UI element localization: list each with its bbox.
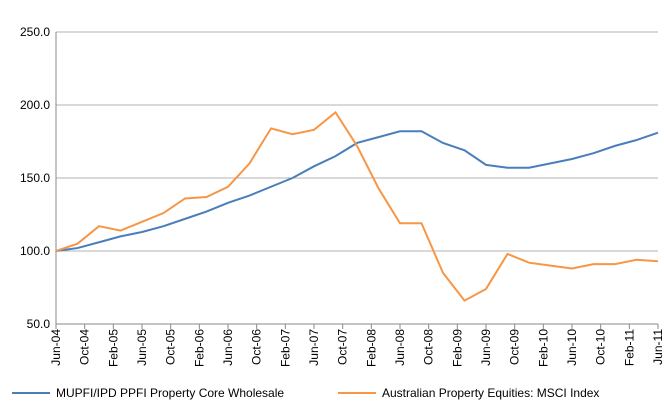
x-tick-label: Feb-09 bbox=[450, 329, 464, 367]
x-tick-label: Jun-08 bbox=[393, 329, 407, 366]
y-tick-label: 150.0 bbox=[20, 171, 50, 185]
x-tick-label: Oct-08 bbox=[422, 329, 436, 365]
x-tick-label: Oct-10 bbox=[594, 329, 608, 365]
x-tick-label: Jun-05 bbox=[135, 329, 149, 366]
y-tick-label: 250.0 bbox=[20, 25, 50, 39]
y-tick-label: 50.0 bbox=[27, 317, 51, 331]
x-tick-label: Feb-10 bbox=[536, 329, 550, 367]
series-line bbox=[55, 110, 659, 302]
x-tick-label: Oct-05 bbox=[164, 329, 178, 365]
legend-label: Australian Property Equities: MSCI Index bbox=[382, 386, 599, 400]
x-tick-label: Jun-09 bbox=[479, 329, 493, 366]
x-tick-label: Feb-08 bbox=[364, 329, 378, 367]
x-tick-label: Feb-11 bbox=[622, 329, 636, 366]
y-tick-label: 200.0 bbox=[20, 98, 50, 112]
x-tick-label: Oct-06 bbox=[250, 329, 264, 365]
x-tick-label: Jun-06 bbox=[221, 329, 235, 366]
x-tick-label: Jun-04 bbox=[49, 329, 63, 366]
x-tick-label: Feb-06 bbox=[192, 329, 206, 367]
x-tick-label: Feb-05 bbox=[106, 329, 120, 367]
x-tick-label: Jun-11 bbox=[651, 329, 664, 365]
legend-label: MUPFI/IPD PPFI Property Core Wholesale bbox=[56, 386, 284, 400]
x-tick-label: Oct-04 bbox=[78, 329, 92, 365]
x-tick-label: Jun-10 bbox=[565, 329, 579, 366]
y-tick-label: 100.0 bbox=[20, 244, 50, 258]
x-tick-label: Oct-07 bbox=[336, 329, 350, 365]
x-tick-label: Jun-07 bbox=[307, 329, 321, 366]
series-line bbox=[55, 130, 659, 252]
x-tick-label: Oct-09 bbox=[508, 329, 522, 365]
x-tick-label: Feb-07 bbox=[278, 329, 292, 367]
